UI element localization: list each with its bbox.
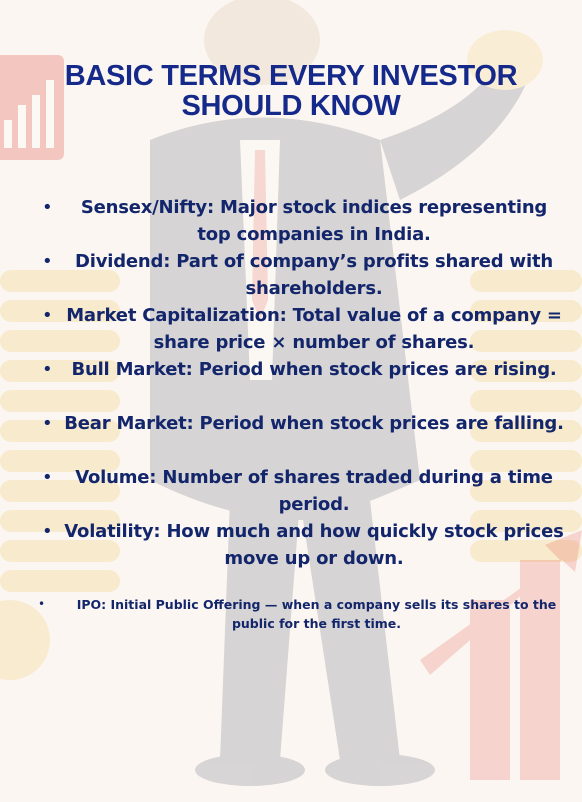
- bullet: •: [42, 251, 53, 272]
- term-definition: Volatility: How much and how quickly sto…: [64, 521, 564, 569]
- list-item: • Sensex/Nifty: Major stock indices repr…: [0, 194, 582, 248]
- list-item: • Dividend: Part of company’s profits sh…: [0, 248, 582, 302]
- term-definition: Market Capitalization: Total value of a …: [66, 305, 562, 353]
- bullet: •: [42, 467, 53, 488]
- terms-list: • Sensex/Nifty: Major stock indices repr…: [0, 194, 582, 572]
- ipo-definition: IPO: Initial Public Offering — when a co…: [76, 597, 557, 631]
- bullet: •: [42, 305, 53, 326]
- bullet: •: [42, 413, 53, 434]
- businessman-figure: [150, 0, 543, 786]
- bullet: •: [42, 197, 53, 218]
- term-definition: Sensex/Nifty: Major stock indices repres…: [80, 197, 548, 245]
- list-item: • Volume: Number of shares traded during…: [0, 464, 582, 518]
- term-definition: Dividend: Part of company’s profits shar…: [75, 251, 553, 299]
- ipo-list-item: • IPO: Initial Public Offering — when a …: [0, 595, 582, 635]
- bullet: •: [42, 359, 53, 380]
- page-title-line-1: BASIC TERMS EVERY INVESTOR: [64, 60, 518, 92]
- coin-icon: [0, 600, 50, 680]
- bullet: •: [42, 521, 53, 542]
- list-item: • Market Capitalization: Total value of …: [0, 302, 582, 356]
- list-item: • Bull Market: Period when stock prices …: [0, 356, 582, 410]
- list-item: • Volatility: How much and how quickly s…: [0, 518, 582, 572]
- term-definition: Bear Market: Period when stock prices ar…: [64, 413, 564, 434]
- term-definition: Volume: Number of shares traded during a…: [75, 467, 553, 515]
- term-definition: Bull Market: Period when stock prices ar…: [71, 359, 557, 380]
- growth-arrow-icon: [420, 530, 582, 780]
- bullet: •: [38, 597, 46, 611]
- page-title-line-2: SHOULD KNOW: [181, 90, 401, 122]
- bar-chart-icon: [0, 55, 64, 160]
- coin-stacks: [0, 270, 582, 592]
- list-item: • Bear Market: Period when stock prices …: [0, 410, 582, 464]
